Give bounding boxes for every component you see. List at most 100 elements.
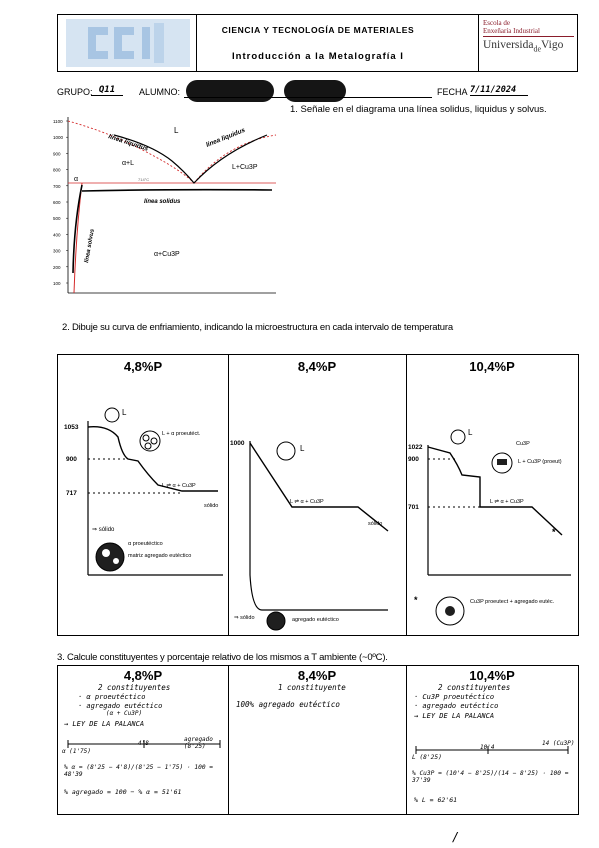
const-col1-s-right: agregado (8'25) bbox=[184, 736, 213, 750]
student-name-redacted-2 bbox=[284, 80, 346, 102]
region-alpha-label: α bbox=[74, 176, 78, 183]
cooling-col2-title: 8,4%P bbox=[297, 359, 337, 374]
school-line1: Escola de bbox=[483, 19, 511, 27]
col1-n-L-alpha: L + α proeutéct. bbox=[162, 431, 201, 437]
cooling-col3-title: 10,4%P bbox=[469, 359, 515, 374]
name-underline bbox=[184, 97, 432, 98]
col2-t1: 1000 bbox=[230, 440, 245, 447]
region-L-label: L bbox=[174, 126, 179, 135]
col2-n-agregado: agregado eutéctico bbox=[292, 617, 339, 623]
university-block: Escola de Enxeñaría Industrial Universid… bbox=[478, 15, 578, 71]
col2-n-solido: sólido bbox=[368, 521, 382, 527]
liquidus-curve-right bbox=[193, 134, 277, 184]
date-label: FECHA bbox=[437, 87, 468, 97]
col1-n-matriz: matriz agregado eutéctico bbox=[128, 553, 191, 559]
const-col1-l5: → LEY DE LA PALANCA bbox=[64, 720, 145, 728]
alumno-label: ALUMNO: bbox=[139, 87, 181, 97]
const-col2-l1: 1 constituyente bbox=[278, 683, 346, 692]
col3-n-L: L bbox=[468, 428, 473, 437]
diagram-y-tick: 300 bbox=[53, 249, 61, 254]
const-col3-l2: · Cu3P proeutéctico bbox=[414, 693, 495, 701]
const-col3-l1: 2 constituyentes bbox=[438, 683, 511, 692]
solvus-label: línea solvus bbox=[84, 228, 96, 264]
col2-n-L: L bbox=[300, 444, 305, 453]
col3-t3: 701 bbox=[408, 504, 419, 511]
footer-mark: / bbox=[452, 830, 460, 844]
col3-t2: 900 bbox=[408, 456, 419, 463]
svg-text:*: * bbox=[552, 527, 556, 537]
diagram-y-tick: 1000 bbox=[53, 135, 64, 140]
diagram-y-tick: 1100 bbox=[53, 119, 63, 124]
col2-n-arrow-solido: ⇒ sólido bbox=[234, 615, 255, 621]
col2-n-react: L ⇌ α + Cu3P bbox=[290, 498, 324, 505]
cooling-curve-col3: 1022 900 701 L Cu3P L + Cu3P (proeut) L … bbox=[408, 428, 571, 626]
const-col1-s-mid: 4'8 bbox=[138, 740, 149, 747]
const-col1-title: 4,8%P bbox=[123, 668, 163, 683]
col1-t3: 717 bbox=[66, 490, 77, 497]
const-col1-l3: · agregado eutéctico bbox=[78, 702, 163, 710]
region-L-cu3p-label: L+Cu3P bbox=[232, 164, 258, 171]
const-col1-f1: % α = (8'25 − 4'8)/(8'25 − 1'75) · 100 =… bbox=[64, 764, 214, 778]
region-alpha-L-label: α+L bbox=[122, 160, 134, 167]
const-col1-s-left: α (1'75) bbox=[62, 748, 91, 755]
university-part2: de bbox=[533, 44, 542, 54]
group-value: Q11 bbox=[91, 85, 123, 96]
col3-n-L-cu3p: L + Cu3P (proeut) bbox=[518, 459, 562, 465]
col1-t2: 900 bbox=[66, 456, 77, 463]
cooling-curve-col1: 1053 900 717 L L + α proeutéct. L ⇌ α + … bbox=[64, 407, 223, 576]
course-title: CIENCIA Y TECNOLOGÍA DE MATERIALES bbox=[221, 25, 415, 35]
diagram-y-tick: 900 bbox=[53, 151, 61, 156]
const-col3-scale bbox=[415, 746, 569, 754]
school-line2: Enxeñaría Industrial bbox=[483, 27, 574, 37]
col1-t1: 1053 bbox=[64, 424, 79, 431]
cooling-col1-title: 4,8%P bbox=[123, 359, 163, 374]
col1-n-L: L bbox=[122, 408, 127, 417]
const-col1-l4: (α + Cu3P) bbox=[106, 710, 143, 717]
handwritten-solidus bbox=[81, 188, 273, 192]
const-col3-s-mid: 10'4 bbox=[480, 744, 495, 751]
date-value: 7/11/2024 bbox=[470, 85, 528, 96]
question3-text: 3. Calcule constituyentes y porcentaje r… bbox=[57, 652, 388, 663]
phase-diagram: 1100 1000 900 800 700 600 500 400 300 200 100 L α+… bbox=[52, 113, 280, 305]
question1-text: 1. Señale en el diagrama una línea solid… bbox=[290, 104, 547, 115]
eei-logo-icon bbox=[66, 19, 190, 67]
student-name-redacted bbox=[186, 80, 274, 102]
solidus-label: línea solidus bbox=[144, 199, 181, 205]
col3-t1: 1022 bbox=[408, 444, 423, 451]
col1-n-solido: sólido bbox=[204, 503, 218, 509]
constituents-table: 4,8%P 2 constituyentes · α proeutéctico … bbox=[57, 665, 579, 815]
const-col3-s-left: L (8'25) bbox=[412, 754, 442, 761]
svg-text:*: * bbox=[414, 595, 418, 605]
university-part3: Vigo bbox=[541, 39, 564, 51]
handwritten-liquidus bbox=[113, 134, 268, 184]
region-alpha-cu3p-label: α+Cu3P bbox=[154, 251, 180, 258]
const-col3-l3: · agregado eutéctico bbox=[414, 702, 499, 710]
col1-n-proeut: α proeutéctico bbox=[128, 541, 163, 547]
col1-n-react: L ⇌ α + Cu3P bbox=[162, 482, 196, 489]
diagram-y-tick: 700 bbox=[53, 184, 61, 189]
col3-n-react: L ⇌ α + Cu3P bbox=[490, 498, 524, 505]
const-col3-f2: % L = 62'61 bbox=[414, 796, 458, 804]
diagram-y-tick: 800 bbox=[53, 168, 61, 173]
group-label: GRUPO: bbox=[57, 87, 93, 97]
col1-n-arrow-solido: ⇒ sólido bbox=[92, 527, 115, 533]
diagram-y-tick: 200 bbox=[53, 265, 61, 270]
handwritten-solvus bbox=[72, 184, 83, 274]
col3-n-cu3p: Cu3P bbox=[516, 441, 530, 447]
const-col1-f2: % agregado = 100 − % α = 51'61 bbox=[64, 788, 182, 796]
temp-714-label: 714°C bbox=[138, 177, 149, 182]
const-col1-scale bbox=[67, 740, 221, 748]
const-col3-f1: % Cu3P = (10'4 − 8'25)/(14 − 8'25) · 100… bbox=[412, 770, 569, 784]
const-col3-title: 10,4%P bbox=[469, 668, 515, 683]
cooling-table: 4,8%P 8,4%P 10,4%P 1053 900 717 L L + α … bbox=[57, 354, 579, 636]
question2-text: 2. Dibuje su curva de enfriamiento, indi… bbox=[62, 322, 453, 333]
const-col1-l1: 2 constituyentes bbox=[98, 683, 171, 692]
col3-n-bottom: Cu3P proeutect + agregado eutéc. bbox=[470, 599, 555, 605]
header-box: CIENCIA Y TECNOLOGÍA DE MATERIALES Intro… bbox=[57, 14, 578, 72]
diagram-y-tick: 400 bbox=[53, 232, 61, 237]
const-col2-title: 8,4%P bbox=[297, 668, 337, 683]
const-col1-l2: · α proeutéctico bbox=[78, 693, 146, 701]
liquidus-curve-left bbox=[67, 120, 195, 184]
const-col3-l4: → LEY DE LA PALANCA bbox=[414, 712, 495, 720]
university-part1: Universida bbox=[483, 39, 534, 51]
